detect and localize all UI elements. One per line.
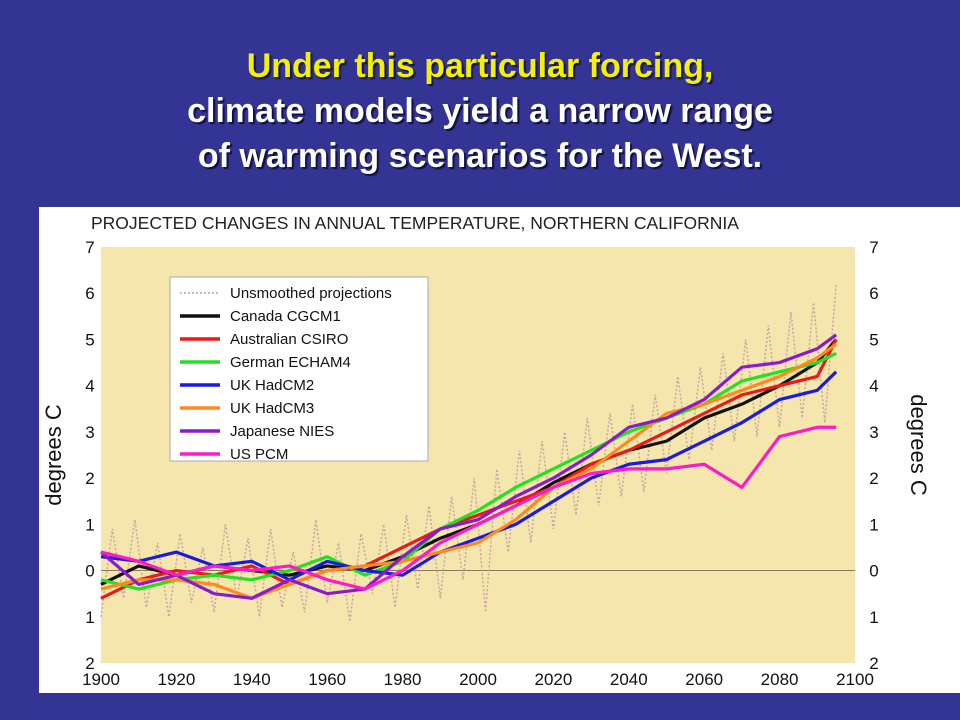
legend-label: Canada CGCM1 (230, 308, 341, 325)
y-tick-label-right: 4 (869, 377, 878, 396)
x-tick-label: 2100 (836, 670, 874, 689)
x-tick-label: 2060 (685, 670, 723, 689)
y-axis-label-left: degrees C (41, 404, 66, 506)
x-tick-label: 2020 (534, 670, 572, 689)
ticks-layer: 1900 1920 1940 1960 1980 2000 2020 2040 2060 2080… (82, 238, 879, 689)
slide-title-line-1: Under this particular forcing, (246, 47, 714, 85)
y-tick-label-left: 0 (85, 562, 94, 581)
slide-title-line-2: climate models yield a narrow range (187, 92, 773, 130)
y-tick-label-left: 6 (85, 284, 94, 303)
series-line-australian-csiro (100, 338, 838, 600)
y-tick-label-right: 2 (869, 654, 878, 673)
y-tick-label-right: 7 (869, 238, 878, 257)
x-tick-label: 2040 (610, 670, 648, 689)
x-tick-label: 1980 (384, 670, 422, 689)
y-tick-label-left: 4 (85, 377, 94, 396)
y-tick-label-left: 1 (85, 515, 94, 534)
y-tick-label-right: 3 (869, 423, 878, 442)
y-tick-label-right: 2 (869, 469, 878, 488)
slide-title: Under this particular forcing, climate m… (0, 44, 960, 179)
x-tick-label: 2080 (761, 670, 799, 689)
y-axis-label-right: degrees C (906, 394, 931, 496)
y-tick-label-right: 6 (869, 284, 878, 303)
legend: Unsmoothed projections Canada CGCM1 Austra… (169, 276, 429, 463)
y-tick-label-left: 7 (85, 238, 94, 257)
series-line-japanese-nies (99, 333, 838, 600)
y-tick-label-left: 1 (85, 608, 94, 627)
legend-label: UK HadCM2 (230, 377, 314, 394)
series-line-uk-hadcm2 (100, 370, 838, 582)
temperature-chart: PROJECTED CHANGES IN ANNUAL TEMPERATURE,… (41, 213, 931, 689)
legend-label: Japanese NIES (230, 423, 334, 440)
series-layer (99, 333, 838, 600)
series-line-uk-hadcm3 (100, 342, 838, 600)
y-tick-label-left: 2 (85, 469, 94, 488)
y-tick-label-right: 0 (869, 562, 878, 581)
series-line-german-echam4 (100, 351, 837, 591)
x-tick-label: 1960 (308, 670, 346, 689)
x-tick-label: 1920 (157, 670, 195, 689)
y-tick-label-left: 3 (85, 423, 94, 442)
y-tick-label-right: 1 (869, 515, 878, 534)
chart-title: PROJECTED CHANGES IN ANNUAL TEMPERATURE,… (91, 213, 739, 233)
figure-panel: PROJECTED CHANGES IN ANNUAL TEMPERATURE,… (39, 207, 960, 693)
y-tick-label-right: 5 (869, 330, 878, 349)
x-tick-label: 1900 (82, 670, 120, 689)
x-tick-label: 2000 (459, 670, 497, 689)
slide-title-line-3: of warming scenarios for the West. (197, 137, 763, 175)
legend-label: UK HadCM3 (230, 400, 314, 417)
series-line-us-pcm (100, 425, 837, 591)
legend-label: Unsmoothed projections (230, 285, 392, 302)
y-tick-label-left: 2 (85, 654, 94, 673)
legend-label: US PCM (230, 446, 288, 463)
legend-label: Australian CSIRO (230, 331, 348, 348)
x-tick-label: 1940 (233, 670, 271, 689)
legend-label: German ECHAM4 (230, 354, 351, 371)
y-tick-label-left: 5 (85, 330, 94, 349)
y-tick-label-right: 1 (869, 608, 878, 627)
